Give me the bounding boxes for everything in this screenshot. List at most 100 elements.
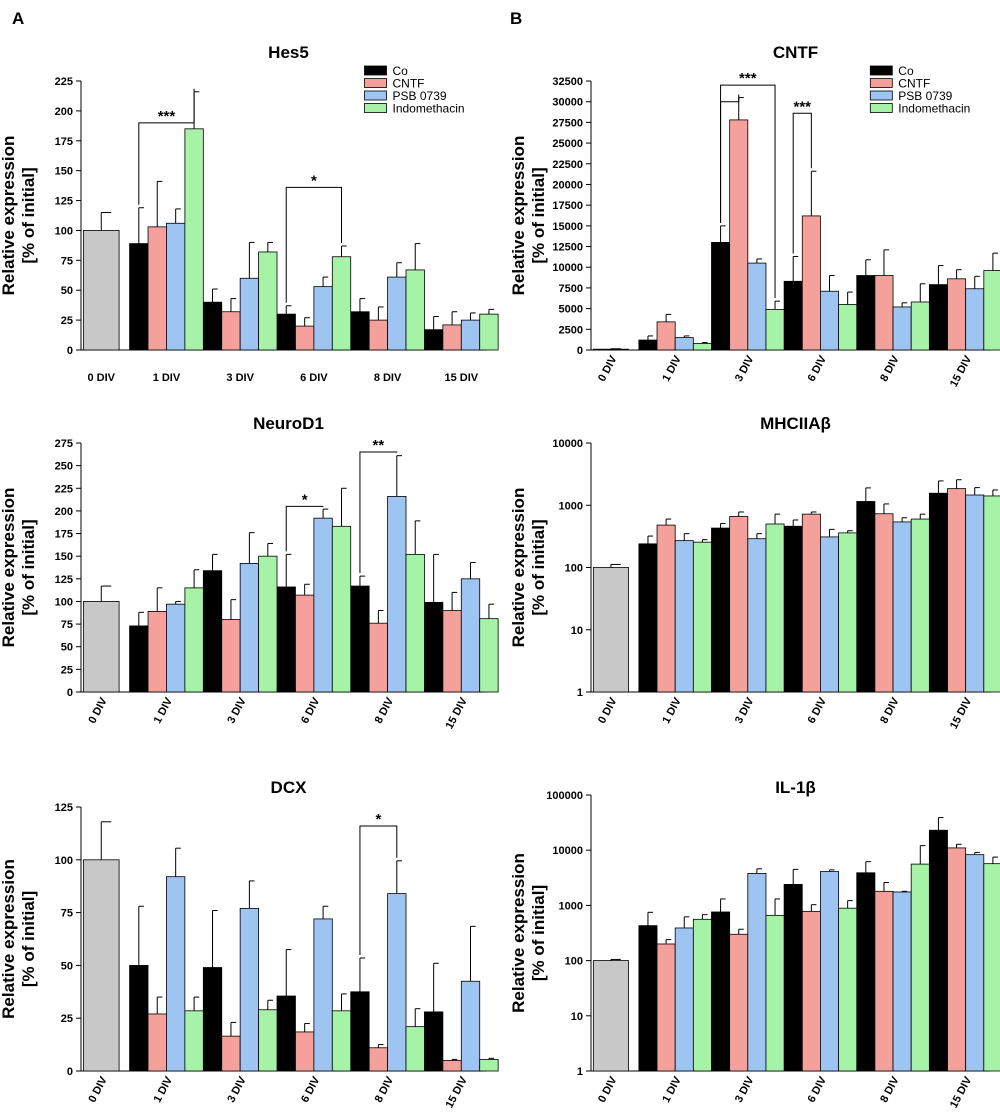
bar-indomethacin-1-div <box>184 128 204 351</box>
y-tick-label: 0 <box>577 345 583 357</box>
y-tick-label: 100 <box>55 855 73 867</box>
bar-0-div <box>82 859 120 1072</box>
legend-swatch-psb-0739 <box>364 90 387 101</box>
significance-marker: * <box>375 811 381 828</box>
y-tick-label: 200 <box>55 106 73 118</box>
bar-co-3-div <box>202 570 223 693</box>
bar-psb-0739-15-div <box>965 854 985 1072</box>
bar-cntf-3-div <box>221 619 241 693</box>
chart-neurod1: 0 25 50 75 100 125 150 175 200 225 250 275 NeuroD1 Re… <box>0 414 499 731</box>
bar-psb-0739-8-div <box>387 496 407 693</box>
y-tick-label: 200 <box>55 506 73 518</box>
x-tick-label: 0 DIV <box>596 695 620 726</box>
y-tick-label: 1000 <box>559 500 583 512</box>
chart-mhciia: 1 10 100 1000 10000 MHCIIAβ Relative expressio… <box>509 414 1000 731</box>
y-tick-label: 50 <box>61 285 73 297</box>
y-tick-label: 1000 <box>559 900 583 912</box>
bar-co-8-div <box>350 311 370 351</box>
bar-psb-0739-8-div <box>892 306 912 351</box>
bar-co-6-div <box>783 884 803 1072</box>
bar-indomethacin-1-div <box>692 918 712 1072</box>
y-tick-label: 17500 <box>552 200 583 212</box>
bar-psb-0739-3-div <box>239 277 259 351</box>
bar-psb-0739-15-div <box>460 319 481 351</box>
y-tick-label: 175 <box>55 529 73 541</box>
bar-psb-0739-8-div <box>892 891 912 1072</box>
bar-psb-0739-15-div <box>965 288 985 351</box>
chart-hes5: 0 25 50 75 100 125 150 175 200 225 Hes5 Relative ex… <box>0 43 499 384</box>
y-axis-label: Relative expression[% of initial] <box>0 136 38 296</box>
bar-cntf-3-div <box>729 516 749 693</box>
y-axis-label-line: [% of initial] <box>529 885 548 981</box>
x-tick-label: 15 DIV <box>948 353 975 389</box>
bar-cntf-6-div <box>295 1031 315 1072</box>
y-axis-label-line: [% of initial] <box>529 167 548 263</box>
y-tick-label: 250 <box>55 461 73 473</box>
x-tick-label: 0 DIV <box>86 695 110 726</box>
y-axis-label-line: Relative expression <box>0 488 18 648</box>
bar-0-div <box>592 348 629 351</box>
significance-bracket <box>792 112 812 254</box>
legend-swatch-indomethacin <box>869 103 893 113</box>
bar-indomethacin-8-div <box>910 301 930 351</box>
x-tick-label: 6 DIV <box>806 695 830 726</box>
x-tick-label: 0 DIV <box>596 353 620 384</box>
panel-letter-a: A <box>12 9 24 28</box>
bar-cntf-8-div <box>874 275 894 351</box>
bar-co-1-div <box>129 243 149 351</box>
bar-indomethacin-1-div <box>184 1010 204 1072</box>
bar-cntf-1-div <box>147 611 167 693</box>
panel-letter-b: B <box>510 9 522 28</box>
y-axis-label-line: [% of initial] <box>529 519 548 615</box>
bar-psb-0739-8-div <box>892 521 912 693</box>
bar-0-div <box>82 230 120 351</box>
y-tick-label: 10 <box>571 1011 583 1023</box>
bar-indomethacin-6-div <box>331 256 352 351</box>
legend-label-cntf: CNTF <box>393 77 425 91</box>
y-tick-label: 100000 <box>546 790 583 802</box>
y-tick-label: 275 <box>55 438 73 450</box>
bar-psb-0739-1-div <box>674 927 694 1072</box>
bar-indomethacin-1-div <box>692 541 712 693</box>
chart-il-1: 1 10 100 1000 10000 100000 IL-1β Relative expre… <box>509 778 1000 1110</box>
bar-psb-0739-15-div <box>965 494 985 693</box>
bar-co-1-div <box>638 543 658 693</box>
bar-cntf-6-div <box>801 513 821 693</box>
y-tick-label: 175 <box>55 136 73 148</box>
x-tick-label: 3 DIV <box>225 1074 249 1105</box>
chart-title: MHCIIAβ <box>760 414 831 433</box>
legend-label-psb-0739: PSB 0739 <box>898 89 952 103</box>
y-axis-label: Relative expression[% of initial] <box>509 136 548 296</box>
legend-swatch-co <box>869 65 893 76</box>
bar-indomethacin-3-div <box>258 555 278 693</box>
legend-swatch-cntf <box>869 78 893 88</box>
bar-co-1-div <box>638 925 658 1072</box>
legend-label-co: Co <box>393 64 409 78</box>
bar-psb-0739-6-div <box>820 290 839 351</box>
bar-psb-0739-1-div <box>166 876 186 1072</box>
bar-indomethacin-1-div <box>184 587 204 693</box>
y-tick-label: 22500 <box>552 159 583 171</box>
significance-marker: * <box>302 491 308 508</box>
bar-co-3-div <box>202 967 223 1072</box>
y-tick-label: 0 <box>67 687 73 699</box>
bar-cntf-3-div <box>221 311 241 351</box>
bar-psb-0739-3-div <box>747 872 767 1072</box>
significance-bracket <box>720 94 740 223</box>
bar-cntf-1-div <box>656 321 676 351</box>
y-tick-label: 0 <box>67 1066 73 1078</box>
y-tick-label: 50 <box>61 960 73 972</box>
legend-swatch-co <box>364 65 387 76</box>
x-tick-label: 6 DIV <box>806 353 830 384</box>
y-tick-label: 100 <box>55 225 73 237</box>
chart-title: CNTF <box>773 43 818 62</box>
y-tick-label: 15000 <box>552 221 583 233</box>
bar-psb-0739-1-div <box>674 540 694 693</box>
bar-indomethacin-3-div <box>765 914 785 1072</box>
x-tick-label: 8 DIV <box>878 353 902 384</box>
bar-psb-0739-3-div <box>239 563 259 693</box>
bar-co-8-div <box>350 585 370 693</box>
bar-0-div <box>592 960 629 1072</box>
